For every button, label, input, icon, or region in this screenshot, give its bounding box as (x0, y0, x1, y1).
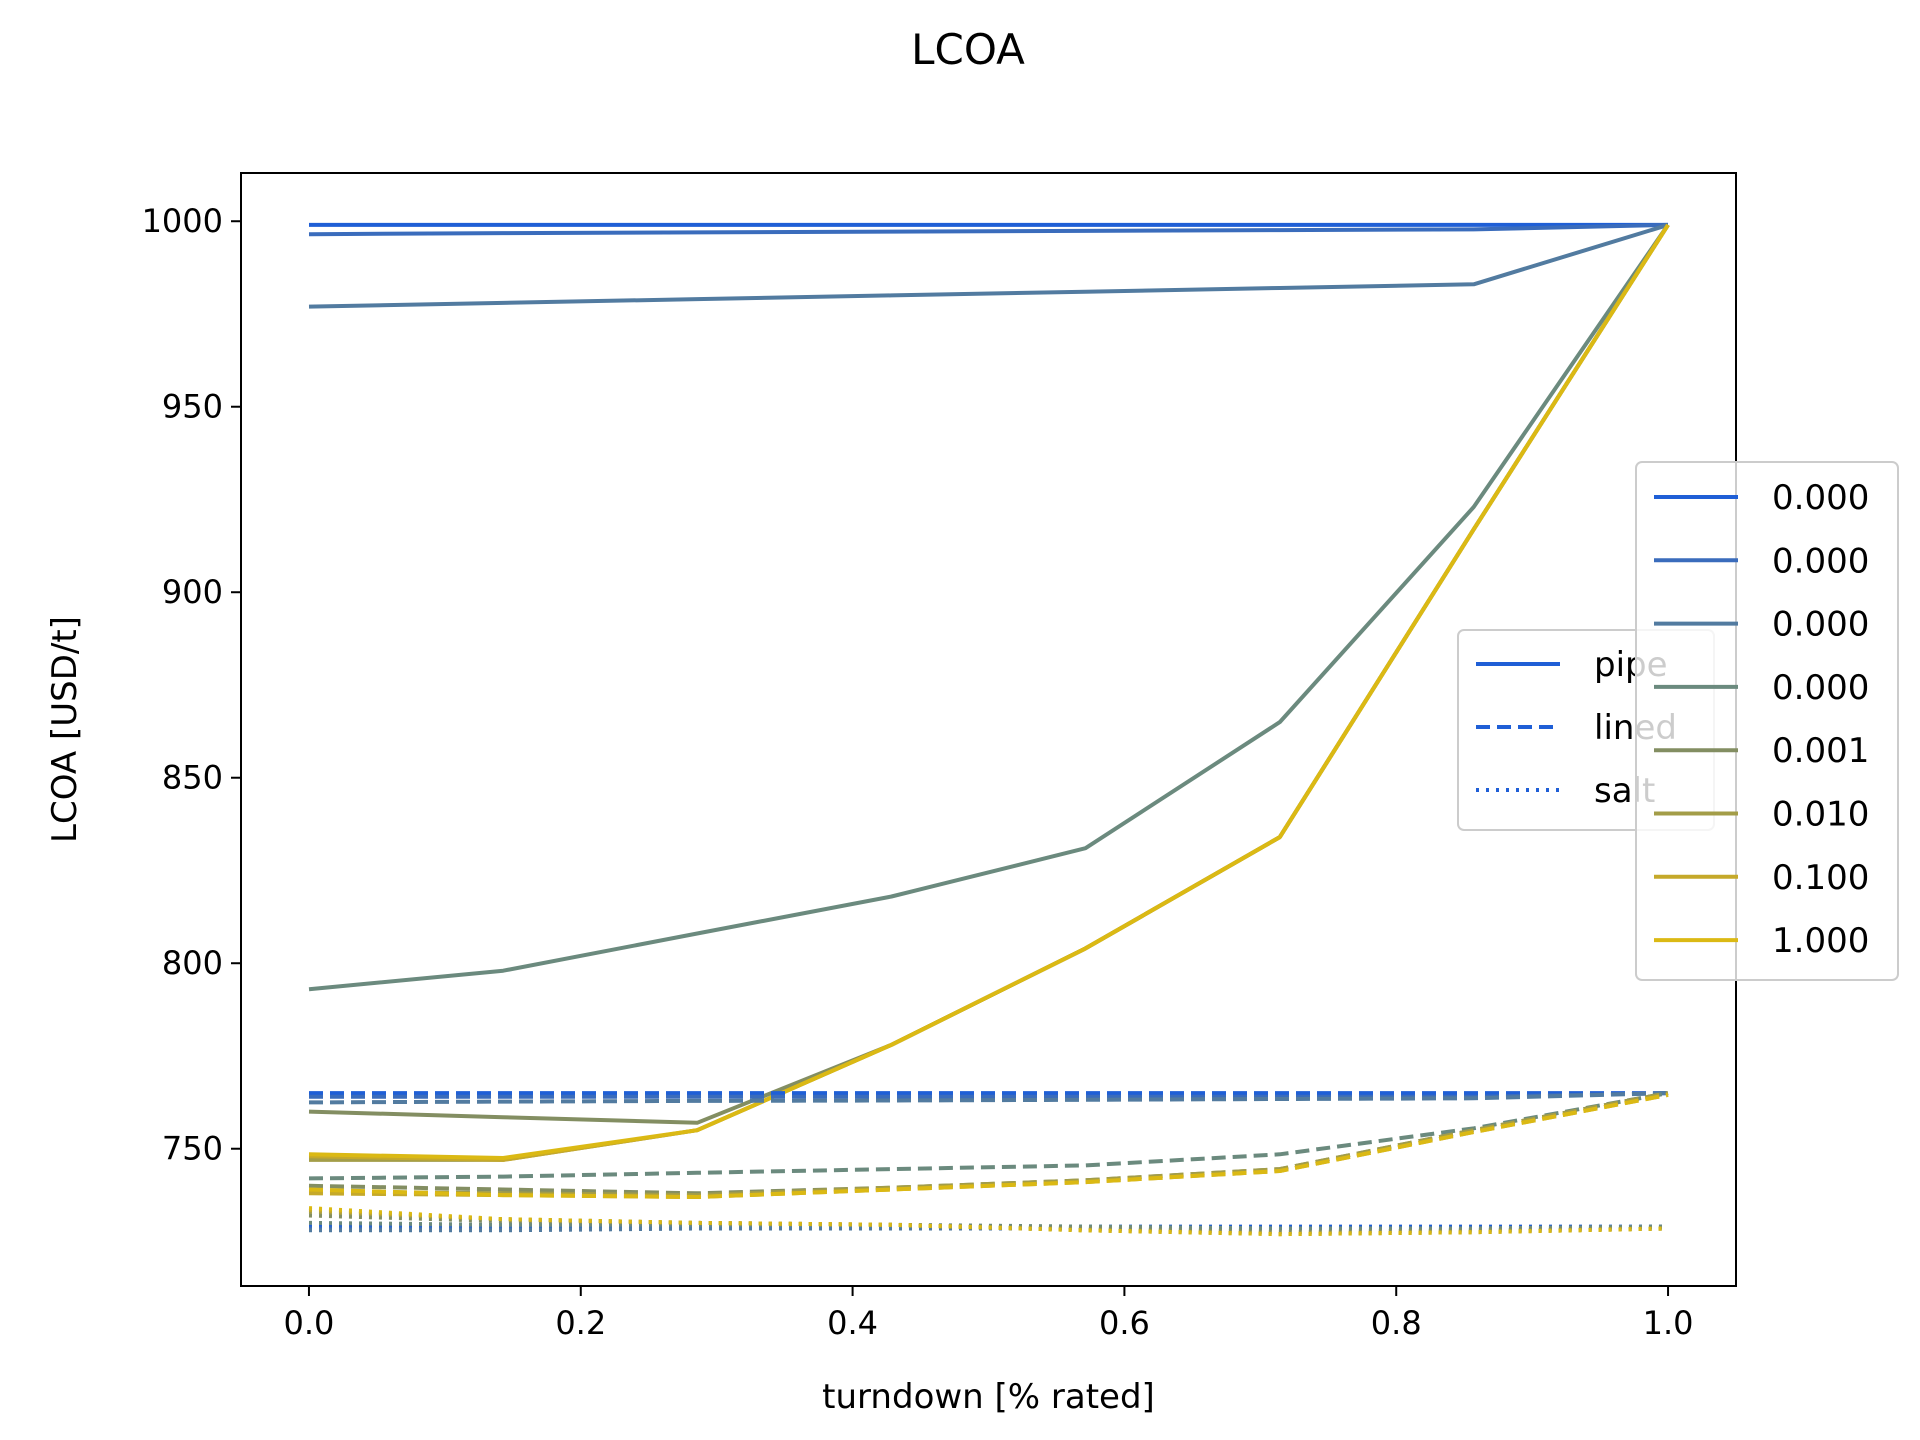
series-line-dashed-2 (308, 1091, 1669, 1105)
chart-title: LCOA (911, 25, 1025, 74)
series-line-dotted-4 (308, 1213, 1669, 1235)
y-tick-label: 900 (162, 573, 223, 611)
series-line-dotted-6 (308, 1207, 1669, 1237)
series-line-dotted-2 (309, 1224, 1669, 1233)
x-tick-label: 0.0 (284, 1304, 335, 1342)
y-tick-label: 800 (162, 944, 223, 982)
legend-color-label: 1.000 (1772, 921, 1869, 961)
y-axis-title: LCOA [USD/t] (45, 616, 85, 843)
series-line-dashed-4 (308, 1091, 1669, 1196)
series-line-solid-3 (308, 223, 1670, 992)
series-layer (308, 222, 1670, 1237)
legend-color-label: 0.000 (1772, 605, 1869, 645)
series-line-solid-1 (308, 222, 1669, 237)
series-line-dotted-7 (308, 1206, 1669, 1237)
legend-color-label: 0.000 (1772, 478, 1869, 518)
y-tick-label: 750 (162, 1130, 223, 1168)
legend-color-label: 0.001 (1772, 731, 1869, 771)
series-line-dotted-3 (308, 1220, 1669, 1231)
legend-color-box (1635, 461, 1899, 981)
series-line-solid-7 (308, 223, 1670, 1160)
series-line-dashed-7 (308, 1092, 1669, 1199)
legend-color: 0.000 0.000 0.000 0.000 0.001 0.010 0.100 1.000 (1635, 461, 1899, 981)
x-axis-title: turndown [% rated] (822, 1377, 1155, 1417)
series-line-dashed-1 (309, 1091, 1669, 1099)
x-tick-label: 0.2 (555, 1304, 606, 1342)
legend-color-label: 0.010 (1772, 795, 1869, 835)
x-tick-label: 0.6 (1099, 1304, 1150, 1342)
series-line-dashed-5 (308, 1091, 1669, 1198)
x-tick-label: 0.8 (1371, 1304, 1422, 1342)
series-line-dotted-1 (309, 1224, 1669, 1231)
y-axis: 750 800 850 900 950 1000 (142, 202, 241, 1168)
legend-color-label: 0.100 (1772, 858, 1869, 898)
series-line-dotted-5 (308, 1209, 1669, 1237)
y-tick-label: 950 (162, 388, 223, 426)
x-tick-label: 1.0 (1643, 1304, 1694, 1342)
y-tick-label: 850 (162, 759, 223, 797)
x-tick-label: 0.4 (827, 1304, 878, 1342)
x-axis: 0.0 0.2 0.4 0.6 0.8 1.0 (284, 1286, 1694, 1342)
legend-color-label: 0.000 (1772, 541, 1869, 581)
legend-color-label: 0.000 (1772, 668, 1869, 708)
series-line-dashed-3 (308, 1091, 1669, 1181)
series-line-solid-2 (308, 222, 1669, 309)
y-tick-label: 1000 (142, 202, 223, 240)
series-line-dashed-6 (308, 1092, 1669, 1199)
